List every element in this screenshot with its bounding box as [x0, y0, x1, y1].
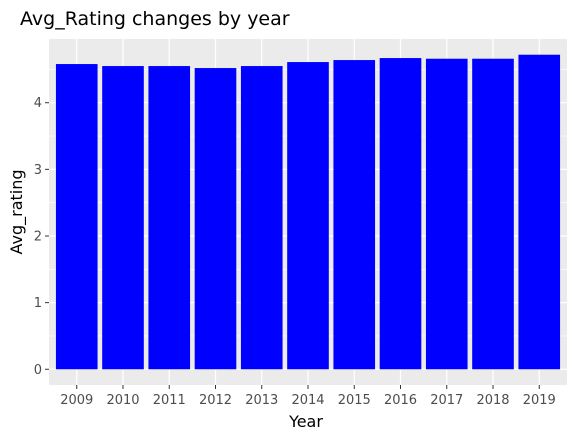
bar-2019 [518, 54, 561, 370]
x-tick-label: 2014 [291, 393, 324, 408]
x-tick-label: 2015 [338, 393, 371, 408]
y-tick-label: 0 [34, 363, 42, 378]
bars [55, 54, 561, 370]
x-axis-title: Year [288, 412, 323, 431]
bar-2016 [379, 58, 422, 370]
bar-2018 [472, 58, 514, 370]
bar-2014 [287, 62, 329, 370]
x-tick-label: 2019 [523, 393, 556, 408]
x-tick-label: 2017 [430, 393, 463, 408]
bar-2015 [333, 60, 376, 370]
bar-2013 [240, 66, 283, 370]
y-tick-label: 1 [34, 296, 42, 311]
x-axis: 2009 2010 2011 2012 2013 2014 2015 2016 2017 2018… [60, 385, 556, 408]
x-tick-label: 2011 [153, 393, 186, 408]
y-axis-title: Avg_rating [7, 169, 27, 254]
chart-title: Avg_Rating changes by year [20, 8, 290, 30]
x-tick-label: 2010 [106, 393, 139, 408]
x-tick-label: 2012 [199, 393, 232, 408]
bar-2012 [194, 68, 237, 370]
y-axis: 0 1 2 3 4 [34, 96, 49, 378]
bar-2009 [55, 64, 98, 370]
y-tick-label: 4 [34, 96, 42, 111]
x-tick-label: 2013 [245, 393, 278, 408]
bar-2017 [425, 58, 468, 370]
x-tick-label: 2016 [384, 393, 417, 408]
y-tick-label: 2 [34, 229, 42, 244]
y-tick-label: 3 [34, 163, 42, 178]
x-tick-label: 2009 [60, 393, 93, 408]
bar-2011 [148, 66, 191, 370]
bar-2010 [102, 66, 144, 370]
x-tick-label: 2018 [476, 393, 509, 408]
